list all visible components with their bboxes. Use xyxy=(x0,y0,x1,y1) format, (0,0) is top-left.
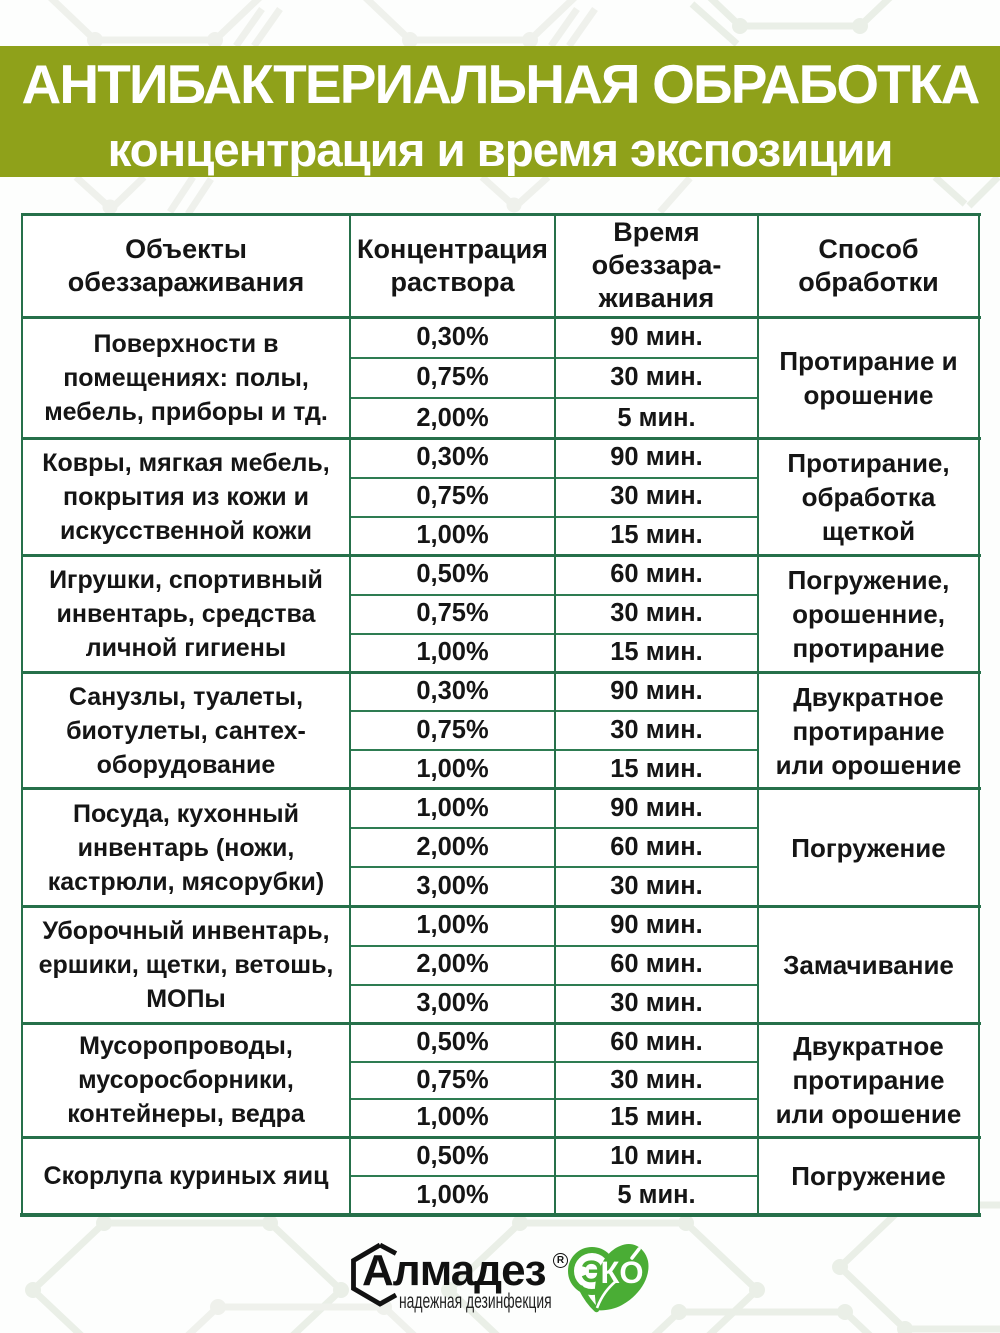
svg-text:КО: КО xyxy=(600,1255,643,1290)
svg-text:Э: Э xyxy=(581,1254,603,1289)
